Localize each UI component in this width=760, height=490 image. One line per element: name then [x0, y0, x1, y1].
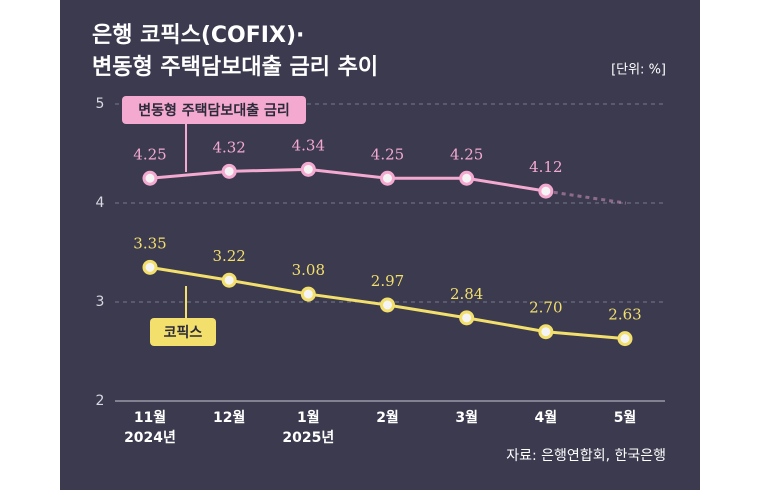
title-line: 은행 코픽스(COFIX)·: [92, 23, 304, 48]
value-label: 2.84: [450, 285, 483, 303]
value-label: 2.63: [608, 306, 641, 324]
point: [538, 183, 554, 199]
value-label: 4.12: [529, 158, 562, 176]
point: [459, 170, 475, 186]
x-tick-label: 2월: [376, 409, 399, 426]
x-tick-label: 4월: [535, 409, 558, 426]
value-label: 4.25: [371, 145, 404, 163]
point: [300, 286, 316, 302]
value-label: 3.35: [133, 234, 166, 252]
legend-label: 변동형 주택담보대출 금리: [138, 102, 289, 119]
unit: [단위: %]: [611, 63, 666, 78]
x-tick-label: 11월: [134, 409, 166, 426]
x-tick-label: 3월: [455, 409, 478, 426]
series-tag: [122, 96, 306, 124]
value-label: 3.08: [292, 261, 325, 279]
series-line: [149, 167, 547, 193]
point: [538, 324, 554, 340]
point: [142, 259, 158, 275]
point: [459, 310, 475, 326]
panel: [60, 0, 700, 490]
value-label: 4.34: [292, 136, 325, 154]
source: 자료: 은행연합회, 한국은행: [506, 448, 666, 464]
y-tick-label: 3: [96, 294, 105, 310]
series-tag: [150, 318, 216, 346]
point: [221, 272, 237, 288]
point: [142, 170, 158, 186]
x-tick-label: 12월: [213, 409, 245, 426]
point: [300, 161, 316, 177]
x-tick-label: 1월: [297, 409, 320, 426]
x-tick-label: 5월: [614, 409, 637, 426]
point: [617, 331, 633, 347]
point: [380, 170, 395, 186]
legend-label: 코픽스: [164, 324, 203, 341]
point: [380, 297, 395, 313]
value-label: 2.97: [371, 272, 404, 290]
x-sublabel: 2024년: [124, 430, 176, 446]
value-label: 2.70: [529, 299, 562, 317]
y-tick-label: 2: [96, 393, 105, 409]
value-label: 4.32: [212, 138, 245, 156]
value-label: 4.25: [133, 145, 166, 163]
value-label: 4.25: [450, 145, 483, 163]
trend-extension: [545, 189, 627, 205]
value-label: 3.22: [212, 247, 245, 265]
point: [221, 163, 237, 179]
y-tick-label: 4: [96, 195, 105, 211]
x-sublabel: 2025년: [282, 430, 334, 446]
y-tick-label: 5: [96, 96, 105, 112]
title-line: 변동형 주택담보대출 금리 추이: [92, 55, 378, 80]
